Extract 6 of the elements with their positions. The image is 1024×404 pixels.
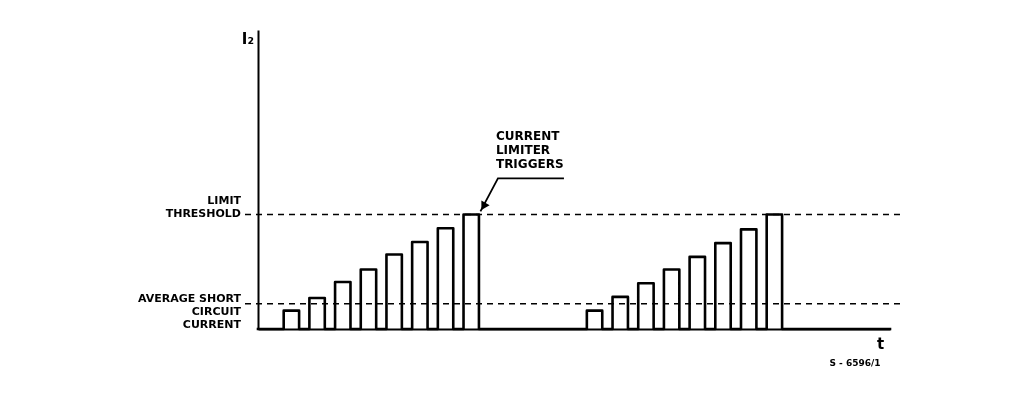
- ref-line-label: LIMIT THRESHOLD: [165, 194, 242, 221]
- text: I₂: [241, 30, 254, 48]
- ref-line-label: AVERAGE SHORT CIRCUIT CURRENT: [137, 291, 242, 331]
- x-axis-title: t: [876, 334, 885, 353]
- text: S - 6596/1: [829, 358, 881, 368]
- text: CURRENT LIMITER TRIGGERS: [495, 129, 564, 172]
